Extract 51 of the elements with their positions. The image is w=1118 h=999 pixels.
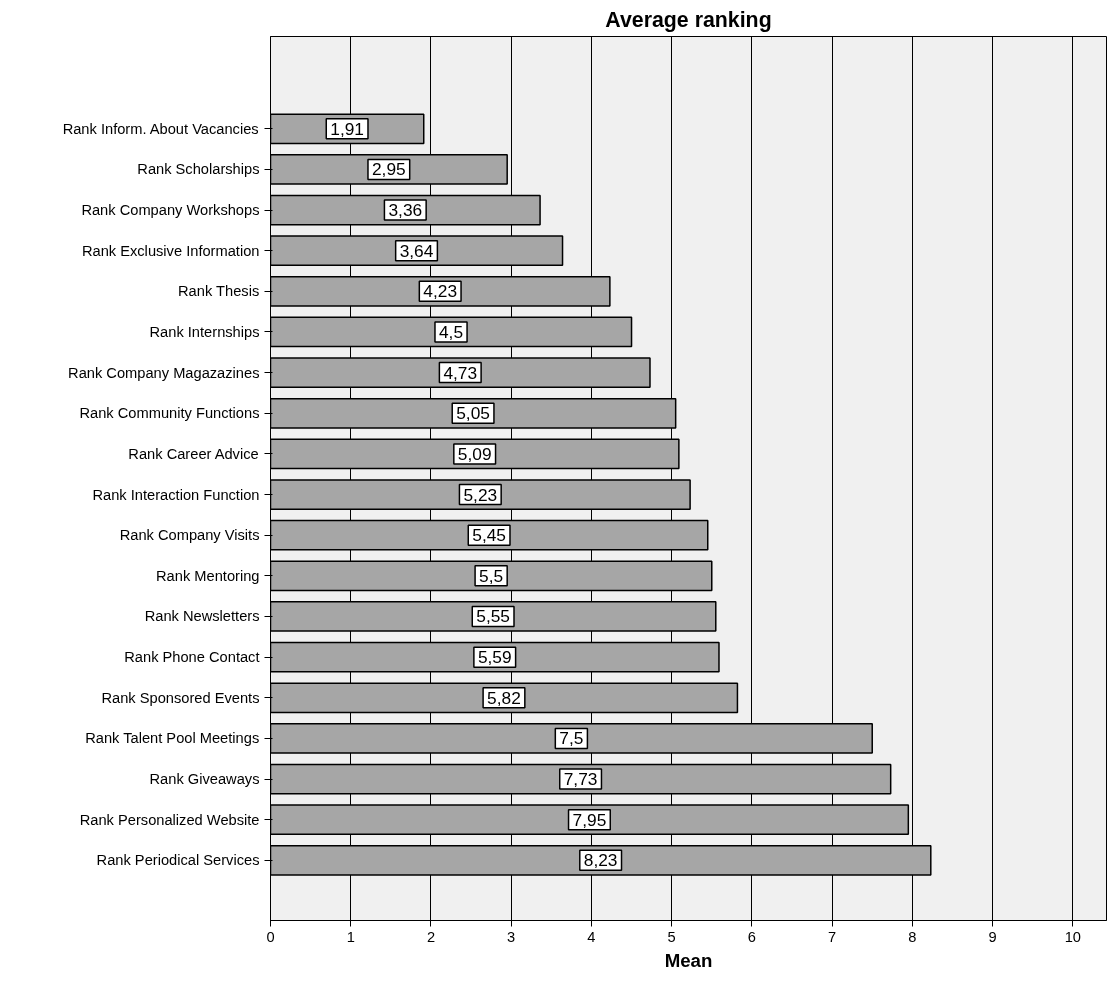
y-tick-label: Rank Community Functions xyxy=(79,405,260,422)
data-label: 5,82 xyxy=(487,687,521,708)
data-label: 3,36 xyxy=(388,200,423,221)
x-tick-label: 4 xyxy=(587,928,596,945)
data-label: 5,23 xyxy=(463,484,498,505)
data-label: 2,95 xyxy=(371,159,406,180)
data-label: 5,05 xyxy=(456,403,490,424)
y-tick-label: Rank Internships xyxy=(149,323,260,340)
data-label: 4,73 xyxy=(443,362,478,383)
y-tick-label: Rank Sponsored Events xyxy=(101,689,260,706)
data-label: 5,09 xyxy=(457,443,492,464)
y-tick-label: Rank Interaction Function xyxy=(92,486,260,503)
y-tick-label: Rank Exclusive Information xyxy=(81,242,260,259)
data-label: 5,55 xyxy=(476,606,511,627)
data-label: 5,5 xyxy=(479,565,504,586)
data-label: 4,23 xyxy=(423,281,458,302)
data-label: 7,5 xyxy=(559,728,584,749)
x-tick-label: 0 xyxy=(266,928,275,945)
data-label: 7,95 xyxy=(572,809,607,830)
y-tick-label: Rank Company Magazazines xyxy=(68,364,260,381)
data-label: 7,73 xyxy=(563,769,598,790)
y-tick-label: Rank Personalized Website xyxy=(79,811,260,828)
x-tick-label: 10 xyxy=(1064,928,1081,945)
y-tick-label: Rank Talent Pool Meetings xyxy=(85,730,260,747)
x-tick-label: 5 xyxy=(667,928,676,945)
chart-title: Average ranking xyxy=(605,7,772,32)
x-tick-label: 3 xyxy=(507,928,516,945)
x-tick-label: 9 xyxy=(988,928,997,945)
y-tick-label: Rank Mentoring xyxy=(156,567,260,584)
x-axis-title: Mean xyxy=(664,949,713,971)
data-label: 3,64 xyxy=(399,240,434,261)
x-tick-label: 6 xyxy=(747,928,756,945)
data-label: 5,59 xyxy=(477,647,512,668)
data-label: 4,5 xyxy=(438,321,464,342)
y-tick-label: Rank Company Workshops xyxy=(81,202,260,219)
y-tick-label: Rank Scholarships xyxy=(137,161,260,178)
y-tick-label: Rank Newsletters xyxy=(144,608,260,625)
y-tick-label: Rank Career Advice xyxy=(128,445,259,462)
y-tick-label: Rank Inform. About Vacancies xyxy=(62,120,259,137)
y-tick-label: Rank Giveaways xyxy=(149,771,260,788)
y-tick-label: Rank Company Visits xyxy=(119,527,260,544)
x-tick-label: 8 xyxy=(908,928,917,945)
data-label: 5,45 xyxy=(472,525,506,546)
data-label: 8,23 xyxy=(583,850,618,871)
y-tick-label: Rank Periodical Services xyxy=(96,852,260,869)
data-label: 1,91 xyxy=(330,118,364,139)
y-tick-label: Rank Phone Contact xyxy=(124,649,260,666)
y-tick-label: Rank Thesis xyxy=(178,283,260,300)
x-tick-label: 7 xyxy=(828,928,837,945)
x-tick-label: 1 xyxy=(346,928,355,945)
x-tick-label: 2 xyxy=(426,928,436,945)
